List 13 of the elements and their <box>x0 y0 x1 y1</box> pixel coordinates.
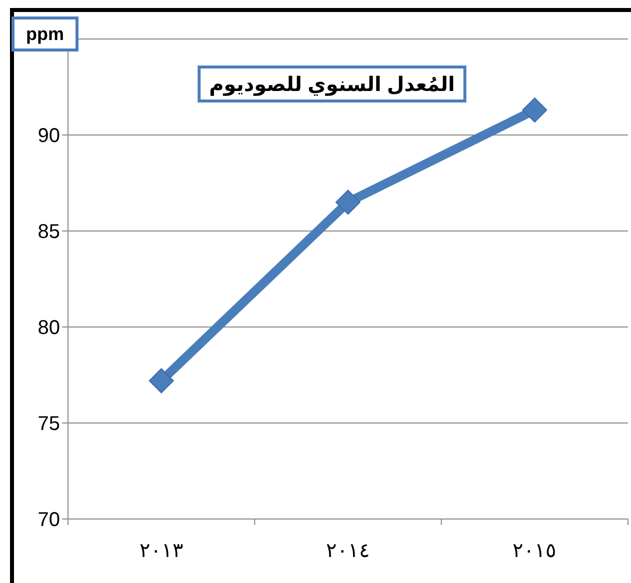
y-tick-label: 85 <box>38 221 60 243</box>
x-tick-label: ٢٠١٤ <box>326 538 370 562</box>
point <box>522 98 548 123</box>
y-tick-label: 80 <box>38 317 60 339</box>
text: المُعدل السنوي للصوديوم <box>209 74 455 96</box>
y-axis-title: ppm <box>26 24 64 44</box>
x-tick-label: ٢٠١٥ <box>512 538 557 562</box>
point <box>336 190 360 215</box>
y-tick-label: 75 <box>38 413 60 435</box>
y-tick-label: 90 <box>38 125 60 147</box>
point <box>148 368 174 394</box>
x-tick-label: ٢٠١٣ <box>139 538 184 562</box>
y-tick-label: 70 <box>38 509 60 531</box>
